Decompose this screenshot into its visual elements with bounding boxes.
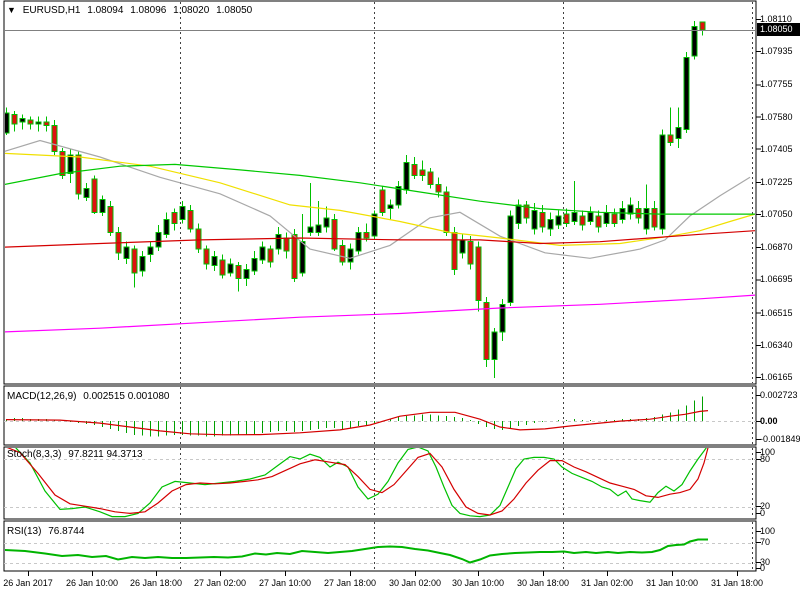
price-axis-label: 1.06870 — [760, 242, 793, 252]
time-axis-label: 30 Jan 18:00 — [516, 578, 570, 588]
stoch-axis-label: 20 — [760, 501, 771, 511]
current-price-tag: 1.08050 — [757, 23, 800, 36]
stoch-header: Stoch(8,3,3) 97.8211 94.3713 — [7, 449, 147, 460]
ma-line-ma100 — [5, 163, 755, 215]
rsi-header: RSI(13) 76.8744 — [7, 526, 88, 537]
time-axis-label: 31 Jan 02:00 — [580, 578, 634, 588]
stoch-axis-label: 80 — [760, 454, 771, 464]
time-axis-label: 27 Jan 18:00 — [323, 578, 377, 588]
price-axis-label: 1.07755 — [760, 79, 793, 89]
price-axis-label: 1.06340 — [760, 340, 793, 350]
quote-close-value: 1.08050 — [216, 5, 253, 16]
macd-layer — [5, 396, 709, 437]
symbol-timeframe-label: EURUSD,H1 — [22, 5, 81, 16]
stoch-d-line — [6, 448, 709, 516]
candles-layer — [5, 20, 755, 378]
time-axis-label: 27 Jan 10:00 — [258, 578, 312, 588]
price-axis-label: 1.07580 — [760, 112, 793, 122]
macd-values: 0.002515 0.001080 — [83, 391, 170, 402]
ma-line-ma50 — [5, 152, 755, 247]
time-axis-label: 26 Jan 18:00 — [129, 578, 183, 588]
symbol-dropdown-arrow-icon[interactable]: ▼ — [7, 5, 16, 15]
quote-low-value: 1.08020 — [173, 5, 210, 16]
panel-frame — [3, 385, 757, 446]
time-axis-label: 31 Jan 18:00 — [710, 578, 764, 588]
quote-open-value: 1.08094 — [87, 5, 124, 16]
price-axis-label: 1.06515 — [760, 308, 793, 318]
price-axis-label: 1.06165 — [760, 372, 793, 382]
time-axis-label: 30 Jan 10:00 — [451, 578, 505, 588]
rsi-label: RSI(13) — [7, 526, 42, 537]
stoch-k-line — [15, 448, 707, 518]
price-axis-label: 1.07225 — [760, 177, 793, 187]
stoch-layer — [6, 448, 709, 518]
quote-high-value: 1.08096 — [130, 5, 167, 16]
macd-header: MACD(12,26,9) 0.002515 0.001080 — [7, 391, 173, 402]
price-axis-label: 1.06695 — [760, 274, 793, 284]
macd-axis-label: 0.002723 — [760, 390, 798, 400]
macd-axis-label: -0.001849 — [760, 434, 800, 444]
rsi-line — [5, 538, 708, 564]
price-axis-label: 1.07050 — [760, 209, 793, 219]
price-axis-label: 1.08110 — [760, 14, 792, 24]
rsi-axis-label: 0 — [760, 563, 766, 573]
current-price-value: 1.08050 — [760, 24, 793, 34]
macd-axis-label: 0.00 — [760, 416, 778, 426]
stoch-axis-label: 100 — [760, 447, 776, 457]
rsi-values: 76.8744 — [48, 526, 85, 537]
stoch-label: Stoch(8,3,3) — [7, 449, 62, 460]
rsi-axis-label: 70 — [760, 537, 771, 547]
time-axis-label: 27 Jan 02:00 — [193, 578, 247, 588]
rsi-layer — [5, 538, 708, 564]
ma-line-ma20 — [5, 139, 751, 259]
macd-signal-line — [5, 410, 709, 436]
time-axis-label: 30 Jan 02:00 — [388, 578, 442, 588]
rsi-axis-label: 100 — [760, 526, 776, 536]
ma-line-ma200 — [5, 230, 755, 248]
ma-line-ma_slow — [5, 294, 755, 333]
macd-label: MACD(12,26,9) — [7, 391, 77, 402]
price-axis-label: 1.07405 — [760, 144, 793, 154]
time-axis-label: 26 Jan 10:00 — [65, 578, 119, 588]
rsi-axis-label: 30 — [760, 557, 771, 567]
time-axis-label: 26 Jan 2017 — [3, 578, 53, 588]
quote-header: ▼ EURUSD,H1 1.08094 1.08096 1.08020 1.08… — [7, 5, 256, 16]
price-axis-label: 1.07935 — [760, 46, 793, 56]
stoch-axis-label: 0 — [760, 508, 766, 518]
time-axis-label: 31 Jan 10:00 — [645, 578, 699, 588]
stoch-values: 97.8211 94.3713 — [68, 449, 143, 460]
